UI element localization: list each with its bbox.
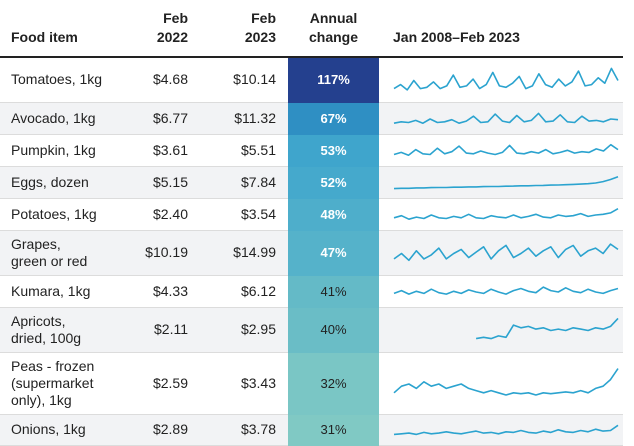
cell-feb-2022: $5.15 — [125, 166, 200, 199]
cell-feb-2022: $2.40 — [125, 198, 200, 231]
table-row: Peas - frozen (supermarket only), 1kg $2.… — [0, 352, 623, 415]
cell-annual-change: 40% — [288, 307, 379, 353]
sparkline-path — [393, 112, 619, 124]
cell-food-item: Eggs, dozen — [0, 166, 125, 199]
table-row: Kumara, 1kg $4.33 $6.12 41% — [0, 275, 623, 308]
cell-trend — [379, 198, 623, 231]
sparkline — [393, 208, 619, 220]
sparkline — [393, 243, 619, 262]
table-row: Apricots, dried, 100g $2.11 $2.95 40% — [0, 307, 623, 353]
table-row: Pumpkin, 1kg $3.61 $5.51 53% — [0, 134, 623, 167]
header-feb-2023: Feb 2023 — [200, 0, 288, 58]
cell-annual-change: 47% — [288, 230, 379, 276]
sparkline-path — [393, 286, 619, 295]
table-row: Eggs, dozen $5.15 $7.84 52% — [0, 166, 623, 199]
table-row: Grapes, green or red $10.19 $14.99 47% — [0, 230, 623, 276]
sparkline — [393, 67, 619, 91]
cell-annual-change: 48% — [288, 198, 379, 231]
sparkline — [393, 286, 619, 295]
header-trend: Jan 2008–Feb 2023 — [379, 0, 623, 58]
cell-food-item: Pumpkin, 1kg — [0, 134, 125, 167]
cell-trend — [379, 230, 623, 276]
cell-food-item: Onions, 1kg — [0, 414, 125, 446]
cell-food-item: Kumara, 1kg — [0, 275, 125, 308]
sparkline — [393, 424, 619, 436]
cell-feb-2023: $2.95 — [200, 307, 288, 353]
cell-trend — [379, 414, 623, 446]
cell-feb-2023: $6.12 — [200, 275, 288, 308]
table-body: Tomatoes, 1kg $4.68 $10.14 117% Avocado, 1kg… — [0, 57, 623, 446]
sparkline-path — [393, 143, 619, 156]
cell-annual-change: 52% — [288, 166, 379, 199]
header-feb-2022: Feb 2022 — [125, 0, 200, 58]
sparkline — [393, 368, 619, 396]
cell-food-item: Peas - frozen (supermarket only), 1kg — [0, 352, 125, 415]
cell-food-item: Avocado, 1kg — [0, 102, 125, 135]
cell-feb-2023: $3.43 — [200, 352, 288, 415]
cell-feb-2023: $3.78 — [200, 414, 288, 446]
sparkline-path — [393, 243, 619, 262]
cell-feb-2022: $3.61 — [125, 134, 200, 167]
cell-trend — [379, 352, 623, 415]
sparkline-path — [393, 424, 619, 436]
header-food-item: Food item — [0, 0, 125, 58]
cell-feb-2023: $5.51 — [200, 134, 288, 167]
cell-feb-2023: $14.99 — [200, 230, 288, 276]
cell-food-item: Potatoes, 1kg — [0, 198, 125, 231]
cell-trend — [379, 102, 623, 135]
table-row: Avocado, 1kg $6.77 $11.32 67% — [0, 102, 623, 135]
cell-feb-2023: $10.14 — [200, 57, 288, 103]
cell-trend — [379, 275, 623, 308]
sparkline — [393, 112, 619, 124]
cell-feb-2023: $7.84 — [200, 166, 288, 199]
cell-trend — [379, 307, 623, 353]
cell-feb-2023: $3.54 — [200, 198, 288, 231]
header-annual-change: Annual change — [288, 0, 379, 58]
cell-feb-2022: $4.33 — [125, 275, 200, 308]
table-row: Potatoes, 1kg $2.40 $3.54 48% — [0, 198, 623, 231]
cell-annual-change: 117% — [288, 57, 379, 103]
cell-feb-2022: $10.19 — [125, 230, 200, 276]
header-row: Food item Feb 2022 Feb 2023 Annual chang… — [0, 0, 623, 58]
sparkline-path — [393, 208, 619, 220]
cell-annual-change: 67% — [288, 102, 379, 135]
cell-feb-2023: $11.32 — [200, 102, 288, 135]
cell-trend — [379, 57, 623, 103]
cell-food-item: Apricots, dried, 100g — [0, 307, 125, 353]
cell-feb-2022: $2.89 — [125, 414, 200, 446]
cell-annual-change: 31% — [288, 414, 379, 446]
cell-trend — [379, 166, 623, 199]
sparkline — [393, 175, 619, 190]
table-row: Onions, 1kg $2.89 $3.78 31% — [0, 414, 623, 446]
cell-feb-2022: $2.59 — [125, 352, 200, 415]
sparkline-path — [393, 368, 619, 396]
cell-annual-change: 53% — [288, 134, 379, 167]
sparkline — [475, 317, 619, 340]
cell-food-item: Grapes, green or red — [0, 230, 125, 276]
sparkline-path — [393, 67, 619, 91]
cell-annual-change: 32% — [288, 352, 379, 415]
cell-feb-2022: $4.68 — [125, 57, 200, 103]
cell-feb-2022: $6.77 — [125, 102, 200, 135]
table-row: Tomatoes, 1kg $4.68 $10.14 117% — [0, 57, 623, 103]
sparkline — [393, 143, 619, 156]
cell-food-item: Tomatoes, 1kg — [0, 57, 125, 103]
cell-feb-2022: $2.11 — [125, 307, 200, 353]
cell-annual-change: 41% — [288, 275, 379, 308]
sparkline-path — [393, 175, 619, 190]
sparkline-path — [475, 317, 619, 340]
cell-trend — [379, 134, 623, 167]
